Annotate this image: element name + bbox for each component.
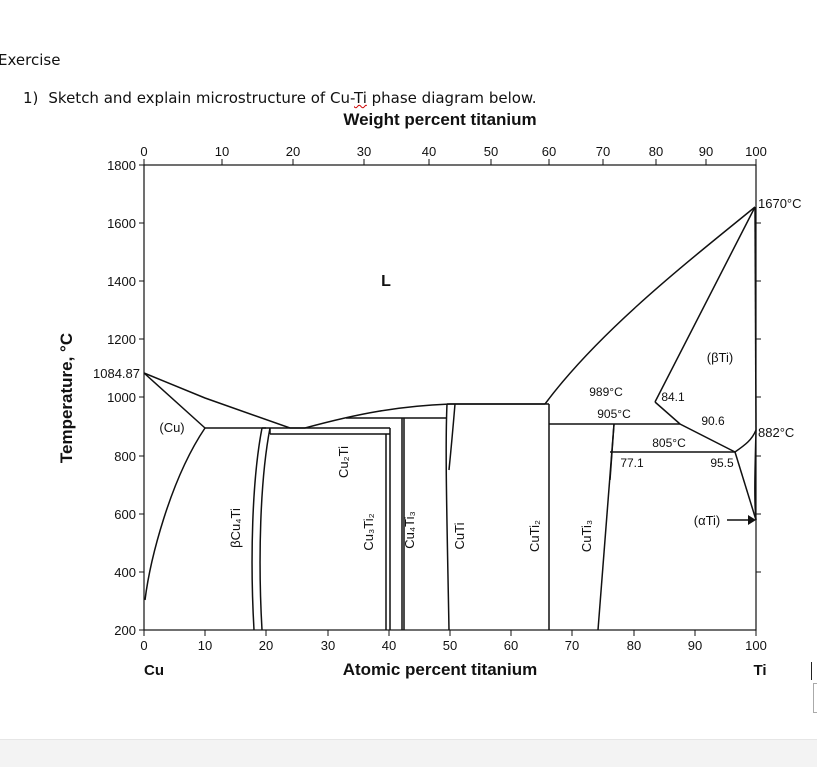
phase-label-cuti: CuTi xyxy=(452,522,467,549)
ti-melting-label: 1670°C xyxy=(758,196,802,211)
y-tick-label: 1600 xyxy=(107,216,136,231)
top-axis-ticks xyxy=(143,159,757,165)
y-axis-ticks xyxy=(139,164,761,631)
temp-905-label: 905°C xyxy=(597,407,631,421)
phase-label-cuti3: CuTi₃ xyxy=(579,520,594,552)
top-tick-label: 80 xyxy=(649,144,663,159)
bottom-strip xyxy=(0,739,817,767)
alpha-ti-arrow xyxy=(727,515,756,525)
bottom-tick-label: 80 xyxy=(627,638,641,653)
bottom-tick-label: 50 xyxy=(443,638,457,653)
y-axis-title: Temperature, °C xyxy=(57,333,76,463)
top-tick-label: 50 xyxy=(484,144,498,159)
right-element-label: Ti xyxy=(753,662,766,679)
top-axis-title: Weight percent titanium xyxy=(343,110,536,129)
comp-77-1-label: 77.1 xyxy=(620,456,644,470)
phase-label-cu3ti2: Cu₃Ti₂ xyxy=(361,513,376,550)
question-line: 1) Sketch and explain microstructure of C… xyxy=(23,89,537,107)
bottom-tick-label: 70 xyxy=(565,638,579,653)
top-tick-label: 10 xyxy=(215,144,229,159)
bottom-tick-label: 0 xyxy=(140,638,147,653)
y-tick-label: 1200 xyxy=(107,332,136,347)
comp-84-1-label: 84.1 xyxy=(661,390,685,404)
side-panel-edge xyxy=(813,683,817,713)
top-tick-label: 20 xyxy=(286,144,300,159)
bottom-tick-label: 90 xyxy=(688,638,702,653)
bottom-tick-label: 100 xyxy=(745,638,767,653)
bottom-axis-title: Atomic percent titanium xyxy=(343,660,538,679)
question-number: 1) xyxy=(23,89,39,107)
y-tick-label: 1000 xyxy=(107,390,136,405)
temp-989-label: 989°C xyxy=(589,385,623,399)
y-tick-label: 600 xyxy=(114,507,136,522)
phase-label-liquid: L xyxy=(381,273,391,290)
top-tick-label: 40 xyxy=(422,144,436,159)
bottom-tick-label: 40 xyxy=(382,638,396,653)
bottom-tick-label: 20 xyxy=(259,638,273,653)
cu-melting-label: 1084.87 xyxy=(93,366,140,381)
question-text-end: phase diagram below. xyxy=(366,89,537,107)
y-tick-label: 1400 xyxy=(107,274,136,289)
text-cursor xyxy=(811,662,812,680)
phase-label-beta-ti: (βTi) xyxy=(707,350,733,365)
y-tick-label: 200 xyxy=(114,623,136,638)
phase-label-cu2ti: Cu₂Ti xyxy=(336,446,351,478)
top-tick-label: 60 xyxy=(542,144,556,159)
left-element-label: Cu xyxy=(144,662,164,679)
top-tick-label: 0 xyxy=(140,144,147,159)
bottom-tick-label: 60 xyxy=(504,638,518,653)
bottom-tick-label: 10 xyxy=(198,638,212,653)
comp-95-5-label: 95.5 xyxy=(710,456,734,470)
phase-label-cu4ti3: Cu₄Ti₃ xyxy=(402,511,417,549)
spellcheck-flagged-word[interactable]: Ti xyxy=(354,89,367,107)
phase-label-cu: (Cu) xyxy=(159,420,184,435)
temp-805-label: 805°C xyxy=(652,436,686,450)
y-tick-label: 800 xyxy=(114,449,136,464)
top-tick-label: 100 xyxy=(745,144,767,159)
y-tick-label: 1800 xyxy=(107,158,136,173)
comp-90-6-label: 90.6 xyxy=(701,414,725,428)
bottom-tick-label: 30 xyxy=(321,638,335,653)
ti-transform-label: 882°C xyxy=(758,425,794,440)
y-tick-label: 400 xyxy=(114,565,136,580)
top-tick-label: 90 xyxy=(699,144,713,159)
phase-label-alpha-ti: (αTi) xyxy=(694,513,721,528)
top-tick-label: 30 xyxy=(357,144,371,159)
top-tick-label: 70 xyxy=(596,144,610,159)
phase-label-bcu4ti: βCu₄Ti xyxy=(228,508,243,548)
exercise-heading: Exercise xyxy=(0,51,61,69)
bottom-axis-ticks xyxy=(143,630,757,636)
phase-boundaries xyxy=(143,206,757,631)
phase-label-cuti2: CuTi₂ xyxy=(527,520,542,552)
question-text-start: Sketch and explain microstructure of Cu- xyxy=(48,89,354,107)
